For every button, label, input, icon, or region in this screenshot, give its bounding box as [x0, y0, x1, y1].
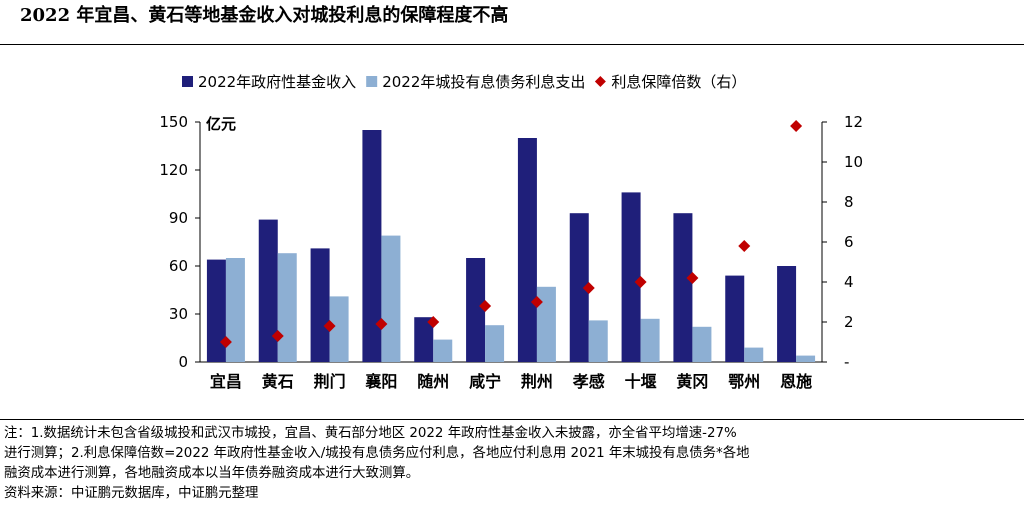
bar-fund-income	[414, 317, 434, 362]
legend-label: 2022年政府性基金收入	[198, 73, 356, 91]
y2-tick-label: -	[844, 353, 849, 371]
y-axis-unit: 亿元	[206, 115, 236, 133]
legend-swatch	[366, 76, 378, 87]
coverage-point	[271, 330, 284, 342]
coverage-point	[375, 318, 388, 330]
y-tick-label: 120	[159, 161, 188, 179]
legend-label: 2022年城投有息债务利息支出	[382, 73, 585, 91]
top-rule	[0, 44, 1024, 45]
legend: 2022年政府性基金收入 2022年城投有息债务利息支出 利息保障倍数（右）	[182, 73, 746, 91]
coverage-point	[530, 296, 543, 308]
bars	[206, 130, 816, 362]
x-tick-label: 随州	[417, 372, 449, 391]
y2-tick-label: 6	[844, 233, 854, 251]
notes: 注：1.数据统计未包含省级城投和武汉市城投，宜昌、黄石部分地区 2022 年政府…	[4, 424, 1020, 504]
y2-tick-label: 12	[844, 113, 863, 131]
y-tick-label: 90	[169, 209, 188, 227]
coverage-point	[323, 320, 336, 332]
bar-fund-income	[777, 266, 797, 362]
bottom-rule	[0, 419, 1024, 420]
coverage-point	[738, 240, 751, 252]
bar-fund-income	[569, 213, 589, 362]
coverage-point	[790, 120, 803, 132]
y-tick-label: 30	[169, 305, 188, 323]
y2-tick-label: 10	[844, 153, 863, 171]
note-line: 融资成本进行测算，各地融资成本以当年债券融资成本进行大致测算。	[4, 466, 420, 481]
bar-fund-income	[621, 192, 641, 362]
bar-interest-expense	[536, 286, 556, 362]
x-tick-label: 黄冈	[676, 372, 708, 391]
coverage-point	[427, 316, 440, 328]
legend-swatch	[182, 76, 193, 87]
y-tick-label: 150	[159, 113, 188, 131]
y-tick-label: 60	[169, 257, 188, 275]
legend-swatch	[594, 76, 606, 87]
bar-interest-expense	[433, 339, 453, 362]
legend-label: 利息保障倍数（右）	[611, 73, 746, 91]
x-tick-label: 宜昌	[210, 372, 242, 391]
x-tick-label: 十堰	[625, 372, 657, 391]
bar-interest-expense	[692, 326, 712, 362]
bar-interest-expense	[381, 235, 401, 362]
bar-interest-expense	[329, 296, 349, 362]
bar-fund-income	[673, 213, 693, 362]
bar-fund-income	[206, 259, 226, 362]
coverage-point	[479, 300, 492, 312]
x-tick-label: 黄石	[262, 372, 294, 391]
x-tick-label: 咸宁	[469, 372, 501, 391]
bar-interest-expense	[588, 320, 608, 362]
bar-interest-expense	[640, 318, 660, 362]
coverage-point	[634, 276, 647, 288]
y2-tick-label: 8	[844, 193, 854, 211]
bar-fund-income	[310, 248, 330, 362]
bar-fund-income	[466, 258, 486, 362]
bar-fund-income	[725, 275, 745, 362]
x-tick-label: 襄阳	[364, 372, 397, 391]
source-line: 资料来源：中证鹏元数据库，中证鹏元整理	[4, 486, 259, 501]
coverage-point	[219, 336, 232, 348]
x-tick-label: 鄂州	[728, 372, 760, 391]
combo-chart: 2022年政府性基金收入 2022年城投有息债务利息支出 利息保障倍数（右） 0 30…	[159, 73, 863, 391]
note-line: 注：1.数据统计未包含省级城投和武汉市城投，宜昌、黄石部分地区 2022 年政府…	[4, 426, 737, 441]
chart-title: 2022 年宜昌、黄石等地基金收入对城投利息的保障程度不高	[20, 5, 509, 26]
x-tick-label: 荆州	[521, 372, 553, 391]
bar-interest-expense	[744, 347, 764, 362]
bar-fund-income	[258, 219, 278, 362]
coverage-point	[686, 272, 699, 284]
bar-fund-income	[362, 130, 382, 362]
bar-interest-expense	[485, 325, 505, 362]
bar-interest-expense	[277, 253, 297, 362]
bar-fund-income	[517, 138, 537, 362]
note-line: 进行测算；2.利息保障倍数=2022 年政府性基金收入/城投有息债务应付利息，各…	[4, 446, 750, 461]
coverage-point	[582, 282, 595, 294]
x-tick-label: 荆门	[314, 372, 346, 391]
bar-interest-expense	[796, 355, 816, 362]
y2-tick-label: 2	[844, 313, 854, 331]
y-tick-label: 0	[178, 353, 188, 371]
points	[219, 120, 803, 348]
x-tick-label: 孝感	[572, 372, 605, 391]
bar-interest-expense	[225, 258, 245, 362]
x-tick-label: 恩施	[780, 372, 812, 391]
y2-tick-label: 4	[844, 273, 854, 291]
